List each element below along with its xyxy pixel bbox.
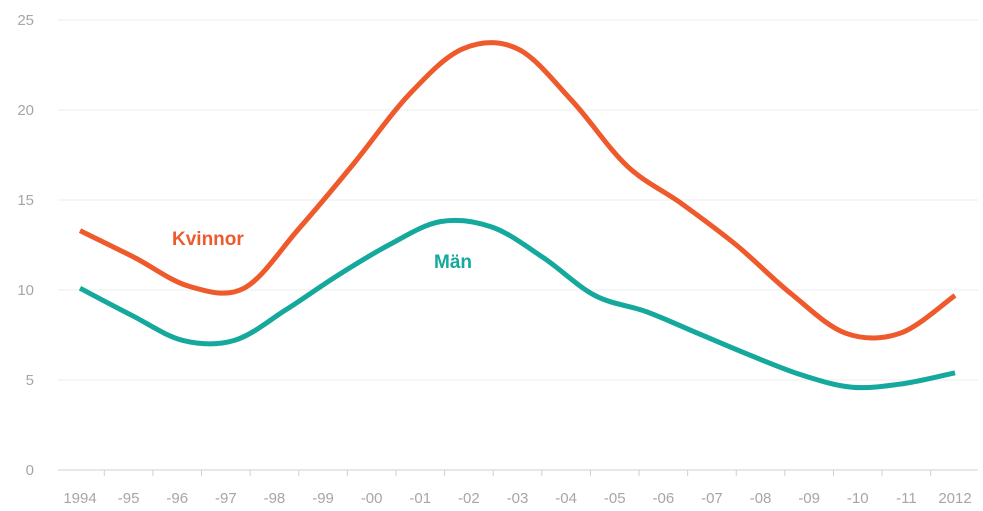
y-tick-label: 20 — [17, 102, 34, 119]
x-axis-tick-labels: 1994 -95 -96 -97 -98 -99 -00 -01 -02 -03 -04 -05 -06… — [63, 490, 971, 507]
x-tick-label: -05 — [604, 490, 626, 507]
x-tick-label: -95 — [118, 490, 140, 507]
x-tick-label: 1994 — [63, 490, 96, 507]
x-tick-label: 2012 — [938, 490, 971, 507]
x-tick-label: -96 — [166, 490, 188, 507]
x-tick-label: -01 — [409, 490, 431, 507]
x-tick-label: -08 — [750, 490, 772, 507]
series-lines — [78, 40, 957, 391]
x-tick-label: -98 — [264, 490, 286, 507]
gridlines — [58, 19, 978, 381]
y-tick-label: 5 — [26, 372, 34, 389]
x-tick-label: -00 — [361, 490, 383, 507]
x-axis — [58, 469, 978, 476]
x-tick-label: -02 — [458, 490, 480, 507]
x-tick-label: -11 — [896, 490, 917, 507]
series-label-man: Män — [434, 252, 472, 273]
x-tick-label: -03 — [507, 490, 529, 507]
x-tick-label: -97 — [215, 490, 237, 507]
x-tick-label: -06 — [652, 490, 674, 507]
x-tick-label: -04 — [555, 490, 577, 507]
y-tick-label: 0 — [26, 462, 34, 479]
series-label-kvinnor: Kvinnor — [172, 229, 244, 250]
x-tick-label: -09 — [798, 490, 820, 507]
x-tick-label: -10 — [847, 490, 869, 507]
x-tick-label: -99 — [312, 490, 334, 507]
y-tick-label: 15 — [17, 192, 34, 209]
y-tick-label: 25 — [17, 12, 34, 29]
y-axis-tick-labels: 0 5 10 15 20 25 — [17, 12, 34, 479]
series-line-man — [78, 217, 956, 391]
series-line-kvinnor — [78, 40, 957, 341]
x-tick-label: -07 — [701, 490, 723, 507]
y-tick-label: 10 — [17, 282, 34, 299]
